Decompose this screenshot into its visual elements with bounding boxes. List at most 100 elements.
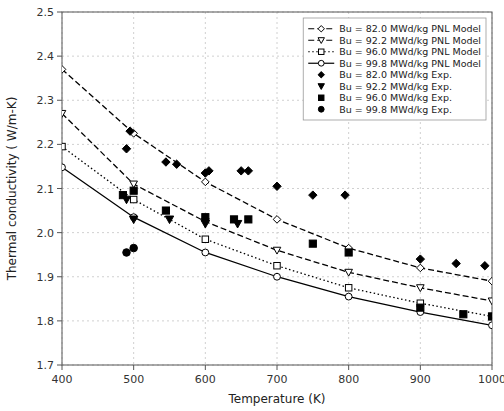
series-line [62,167,492,325]
legend-marker [319,49,324,54]
model-point [273,216,281,224]
model-point [274,273,281,280]
exp-point [488,313,492,320]
x-tick [133,365,134,370]
plot-frame [62,12,492,365]
exp-point [165,216,173,224]
legend-label: Bu = 99.8 MWd/kg PNL Model [339,58,481,69]
y-tick [57,232,62,233]
x-tick-label: 600 [195,373,216,386]
y-tick [57,320,62,321]
model-point [202,178,210,186]
exp-point [460,311,467,318]
series-line [62,147,492,317]
exp-point [417,304,424,311]
exp-point [273,182,281,190]
y-tick-label: 2.3 [37,94,55,107]
exp-point [126,127,134,135]
y-tick-label: 2.0 [37,227,55,240]
y-tick-label: 2.1 [37,183,55,196]
y-grid-line [62,232,492,233]
y-grid-line [62,320,492,321]
exp-point [123,249,131,257]
model-point [202,249,209,256]
model-point [130,196,136,202]
y-tick [57,144,62,145]
legend-label: Bu = 82.0 MWd/kg PNL Model [339,23,481,34]
exp-point [205,167,213,175]
exp-point [122,145,130,153]
model-point [488,277,492,285]
legend-marker [318,106,324,112]
exp-point [130,244,138,252]
exp-point [245,216,252,223]
series [62,110,492,304]
legend-box [303,18,486,120]
x-tick-label: 400 [52,373,73,386]
series-line [62,113,492,301]
legend-marker [318,26,324,32]
legend-label: Bu = 82.0 MWd/kg Exp. [339,69,452,80]
exp-point [416,255,424,263]
exp-point [201,220,209,228]
legend-label: Bu = 92.2 MWd/kg Exp. [339,81,452,92]
model-point [202,236,208,242]
series [123,244,138,256]
model-point [62,143,65,149]
exp-point [119,192,126,199]
background [0,0,504,411]
x-tick-label: 800 [338,373,359,386]
exp-point [162,207,169,214]
y-tick-label: 2.2 [37,138,55,151]
model-point [417,264,425,272]
axes: 40050060070080090010001.71.81.92.02.12.2… [37,6,504,386]
series [62,164,492,329]
x-tick [348,365,349,370]
model-point [488,298,492,305]
legend-label: Bu = 92.2 MWd/kg PNL Model [339,35,481,46]
model-point [62,164,65,171]
legend-label: Bu = 96.0 MWd/kg Exp. [339,92,452,103]
legend-marker [318,60,324,66]
y-tick [57,56,62,57]
x-tick-label: 900 [410,373,431,386]
series-line [62,69,492,281]
model-point [345,293,352,300]
x-grid-line [205,12,206,365]
series [122,127,489,270]
legend-label: Bu = 99.8 MWd/kg Exp. [339,104,452,115]
exp-point [162,158,170,166]
series [62,143,492,319]
data [62,66,492,329]
y-tick [57,100,62,101]
model-point [345,285,351,291]
series [62,66,492,285]
legend: Bu = 82.0 MWd/kg PNL ModelBu = 92.2 MWd/… [303,18,486,120]
model-point [489,313,492,319]
y-tick [57,365,62,366]
chart: 40050060070080090010001.71.81.92.02.12.2… [0,0,504,411]
model-point [273,247,281,254]
x-tick-label: 700 [267,373,288,386]
exp-point [129,216,137,224]
model-point [417,285,425,292]
exp-point [481,262,489,270]
legend-marker [318,72,324,78]
model-point [62,110,66,117]
grid [62,12,492,365]
x-tick [492,365,493,370]
exp-point [341,191,349,199]
legend-label: Bu = 96.0 MWd/kg PNL Model [339,46,481,57]
exp-point [452,259,460,267]
y-tick-label: 1.9 [37,271,55,284]
legend-marker [318,38,324,44]
model-point [345,269,353,276]
series [119,187,492,320]
y-axis-label: Thermal conductivity ( W/m-K) [5,97,19,282]
y-tick [57,188,62,189]
x-tick [277,365,278,370]
x-axis-label: Temperature (K) [227,392,325,406]
y-tick-label: 1.7 [37,359,55,372]
legend-marker [319,95,324,100]
y-tick-label: 2.5 [37,6,55,19]
